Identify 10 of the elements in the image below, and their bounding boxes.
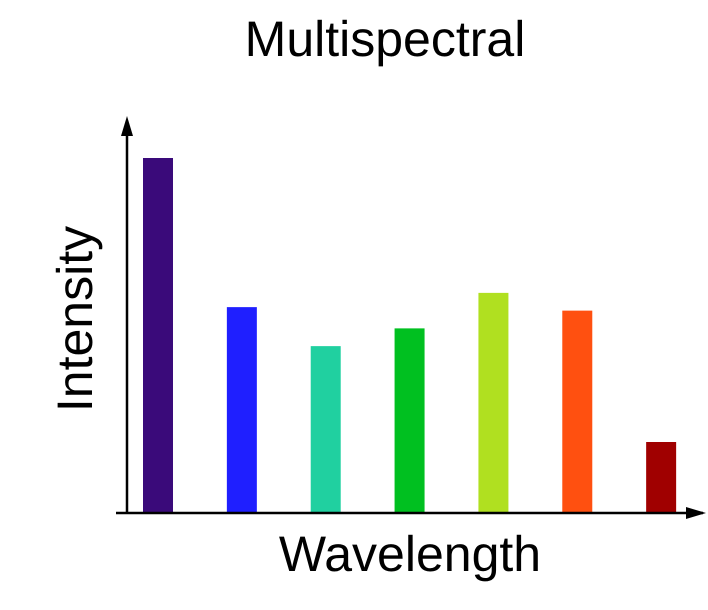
bar — [143, 158, 173, 513]
bar — [478, 292, 508, 513]
y-axis-title: Intensity — [46, 224, 104, 414]
bar — [310, 346, 341, 513]
chart-title: Multispectral — [244, 10, 526, 68]
bar — [562, 310, 592, 513]
bar — [226, 307, 257, 513]
x-axis-title: Wavelength — [278, 525, 542, 583]
bar — [646, 442, 676, 513]
bar — [394, 328, 425, 513]
